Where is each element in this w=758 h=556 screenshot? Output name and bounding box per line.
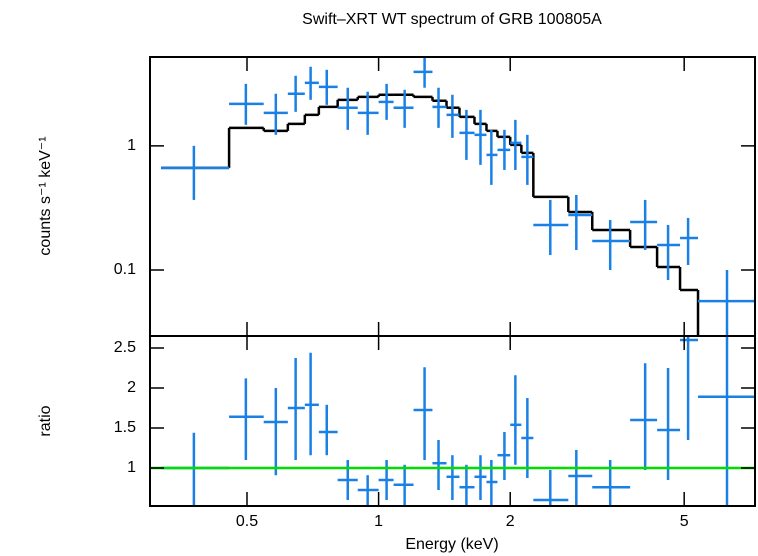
y-tick-label: 2 [127,379,136,396]
chart-title: Swift–XRT WT spectrum of GRB 100805A [302,11,602,28]
y-tick-label: 0.1 [114,261,136,278]
x-tick-label: 2 [506,513,515,530]
plot-frame [149,335,756,507]
y-axis-label: counts s⁻¹ keV⁻¹ [37,136,54,255]
plot-area [161,57,755,336]
y-tick-label: 1 [127,137,136,154]
x-tick-label: 0.5 [236,513,258,530]
x-axis-label: Energy (keV) [405,536,498,553]
y-tick-label: 2.5 [114,339,136,356]
y-axis-label: ratio [37,405,54,436]
y-tick-label: 1 [127,459,136,476]
y-tick-label: 1.5 [114,419,136,436]
x-tick-label: 1 [374,513,383,530]
plot-area [150,336,755,506]
x-tick-label: 5 [680,513,689,530]
